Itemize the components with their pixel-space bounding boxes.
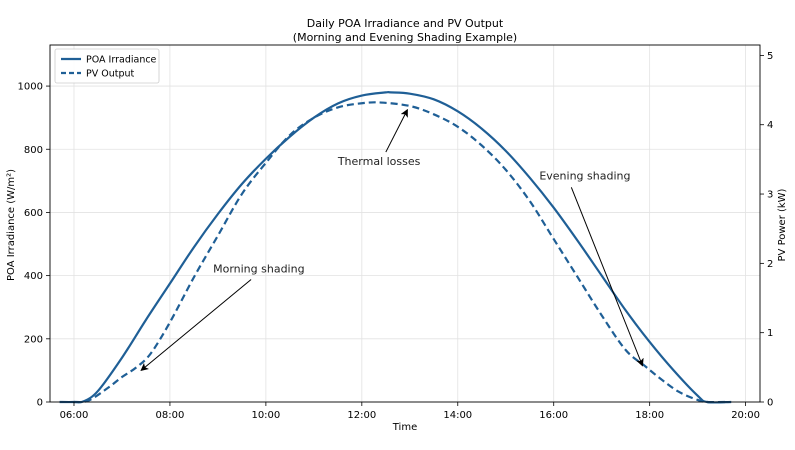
y-tick-label: 400	[24, 271, 43, 282]
legend-label: POA Irradiance	[86, 55, 157, 66]
pv-output-line	[73, 101, 727, 404]
x-tick-label: 20:00	[731, 410, 760, 421]
x-tick-label: 08:00	[156, 410, 185, 421]
y2-tick-label: 1	[767, 328, 773, 339]
x-tick-label: 16:00	[539, 410, 568, 421]
x-tick-label: 06:00	[60, 410, 89, 421]
annotation-arrow	[140, 279, 252, 372]
y-tick-label: 800	[24, 145, 43, 156]
plot-frame	[49, 44, 761, 403]
x-tick-label: 18:00	[635, 410, 664, 421]
x-tick-label: 10:00	[251, 410, 280, 421]
annotation-arrow	[385, 108, 408, 153]
y2-tick-label: 0	[767, 398, 773, 409]
y-tick-label: 1000	[18, 82, 43, 93]
x-tick-label: 14:00	[443, 410, 472, 421]
y2-tick-label: 3	[767, 190, 773, 201]
y2-tick-label: 4	[767, 120, 773, 131]
poa-irradiance-line	[59, 91, 732, 404]
legend-label: PV Output	[86, 69, 135, 80]
y-axis-title: POA Irradiance (W/m²)	[6, 169, 17, 281]
y-tick-label: 600	[24, 208, 43, 219]
annotation-arrow	[570, 187, 644, 367]
y2-tick-label: 2	[767, 259, 773, 270]
annotation-label: Evening shading	[539, 169, 630, 182]
y2-tick-label: 5	[767, 51, 773, 62]
annotation-label: Thermal losses	[337, 155, 421, 168]
chart-subtitle: (Morning and Evening Shading Example)	[293, 31, 517, 44]
chart-title: Daily POA Irradiance and PV Output	[307, 17, 504, 30]
annotation-label: Morning shading	[213, 262, 304, 275]
x-tick-label: 12:00	[347, 410, 376, 421]
y2-axis-title: PV Power (kW)	[777, 188, 788, 261]
y-tick-label: 200	[24, 334, 43, 345]
legend-box	[54, 48, 160, 84]
x-axis-title: Time	[392, 422, 417, 433]
y-tick-label: 0	[37, 398, 43, 409]
